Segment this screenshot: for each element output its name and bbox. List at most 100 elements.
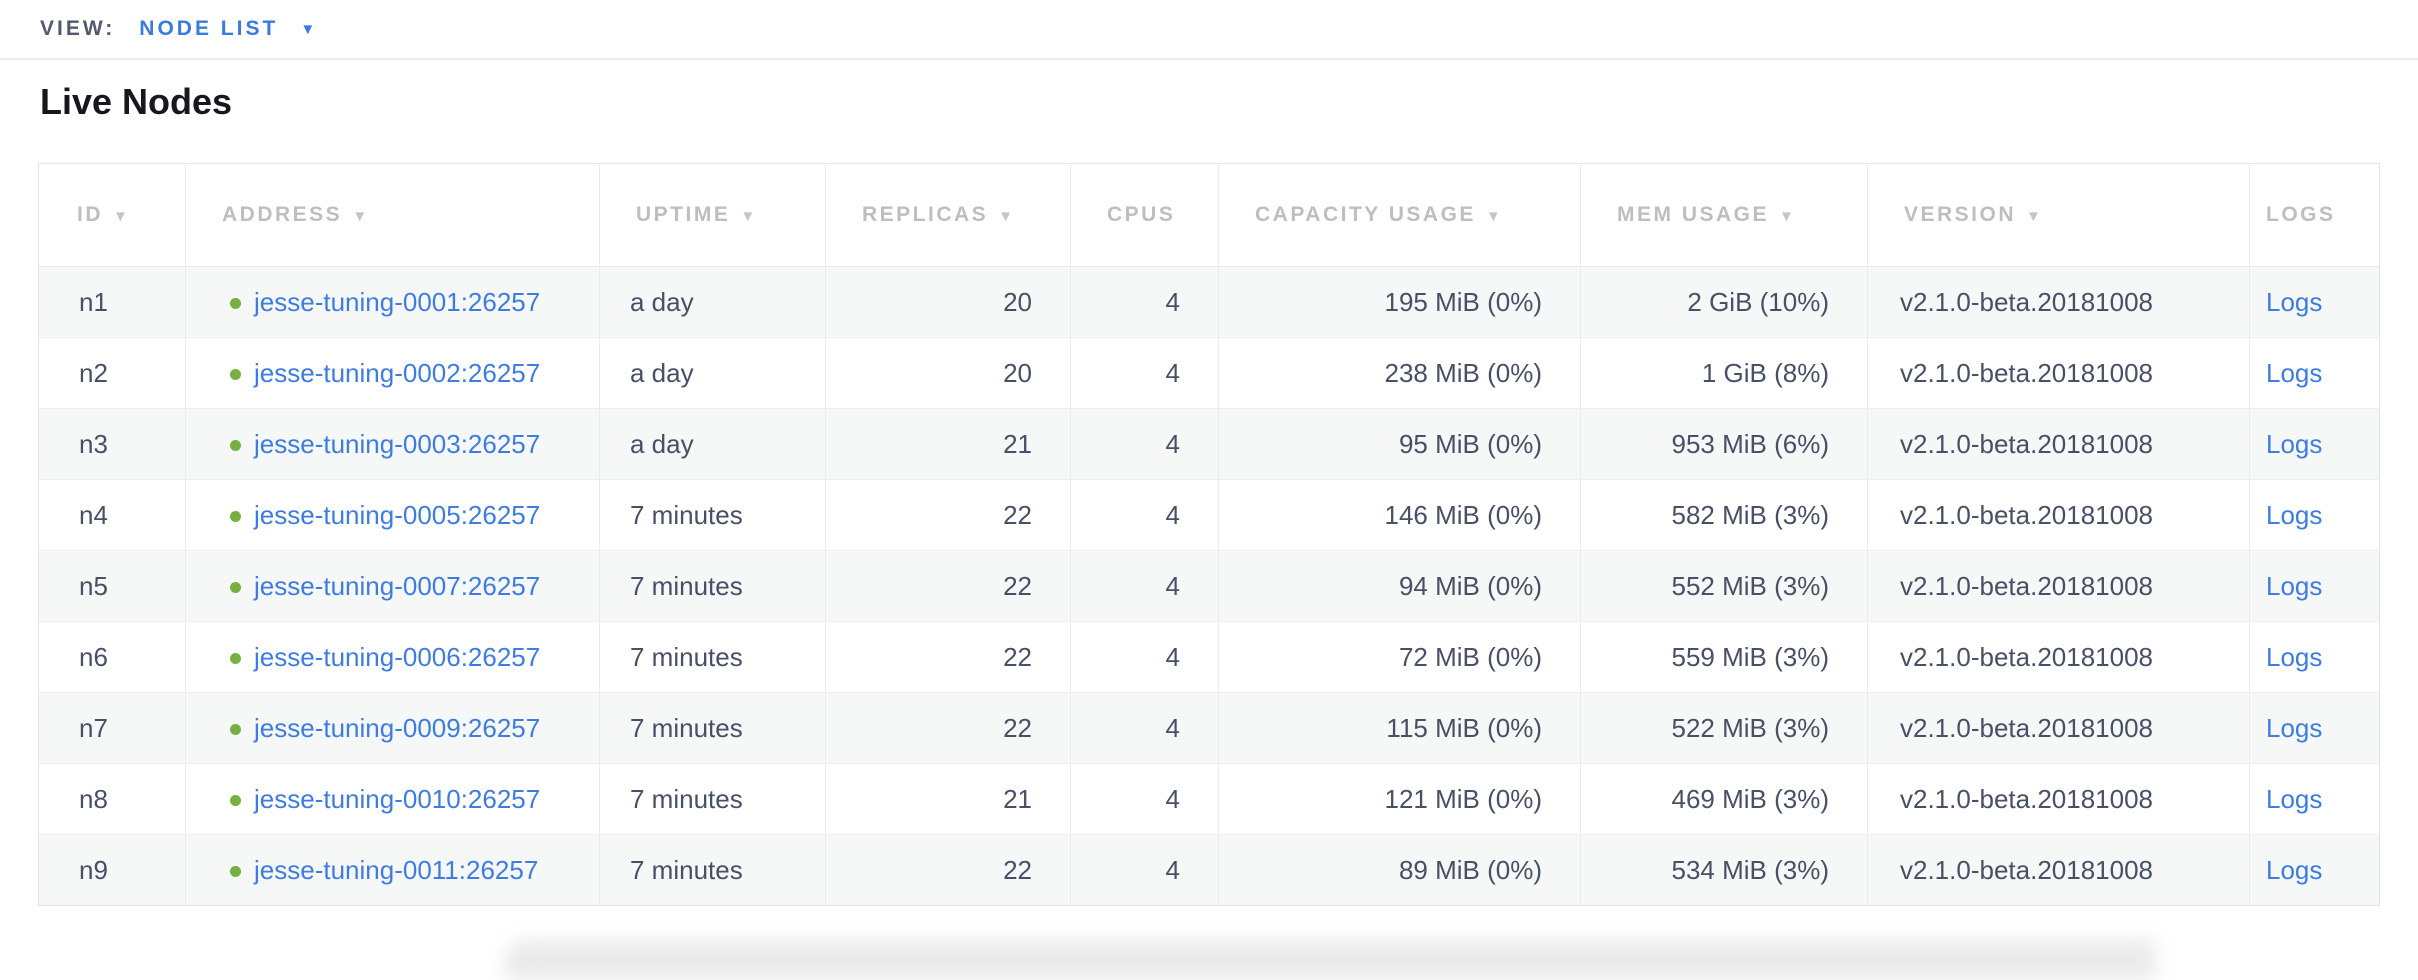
logs-link[interactable]: Logs [2266, 570, 2323, 601]
version-cell: v2.1.0-beta.20181008 [1867, 621, 2250, 693]
uptime-cell: a day [599, 266, 826, 338]
column-header-capacity[interactable]: CAPACITY USAGE ▼ [1218, 163, 1581, 267]
sort-desc-icon: ▼ [113, 208, 128, 225]
version-cell: v2.1.0-beta.20181008 [1867, 408, 2250, 480]
uptime-cell: 7 minutes [599, 550, 826, 622]
logs-link[interactable]: Logs [2266, 854, 2323, 885]
table-row: n8 jesse-tuning-0010:26257 7 minutes 21 4 121… [38, 763, 2380, 835]
logs-cell: Logs [2249, 337, 2380, 409]
logs-link[interactable]: Logs [2266, 357, 2323, 388]
replicas-cell: 22 [825, 550, 1071, 622]
node-address-link[interactable]: jesse-tuning-0002:26257 [254, 357, 541, 388]
replicas-cell: 21 [825, 763, 1071, 835]
live-status-dot [230, 297, 241, 309]
uptime-cell: a day [599, 408, 826, 480]
logs-cell: Logs [2249, 834, 2380, 906]
version-cell: v2.1.0-beta.20181008 [1867, 692, 2250, 764]
table-row: n9 jesse-tuning-0011:26257 7 minutes 22 4 89 … [38, 834, 2380, 906]
logs-link[interactable]: Logs [2266, 286, 2323, 317]
column-header-label: ADDRESS [222, 203, 343, 226]
column-header-label: ID [77, 203, 103, 226]
live-status-dot [230, 581, 241, 593]
column-header-label: CPUS [1107, 203, 1176, 226]
node-address-link[interactable]: jesse-tuning-0007:26257 [254, 570, 541, 601]
node-address-link[interactable]: jesse-tuning-0001:26257 [254, 286, 541, 317]
column-header-label: UPTIME [636, 203, 731, 226]
id-cell: n5 [38, 550, 186, 622]
column-header-label: VERSION [1904, 203, 2017, 226]
address-cell: jesse-tuning-0005:26257 [185, 479, 600, 551]
node-address-link[interactable]: jesse-tuning-0009:26257 [254, 712, 541, 743]
live-status-dot [230, 865, 241, 877]
uptime-cell: 7 minutes [599, 479, 826, 551]
cpus-cell: 4 [1070, 834, 1219, 906]
node-address-link[interactable]: jesse-tuning-0010:26257 [254, 783, 541, 814]
node-address-link[interactable]: jesse-tuning-0003:26257 [254, 428, 541, 459]
mem-cell: 1 GiB (8%) [1580, 337, 1868, 409]
column-header-mem[interactable]: MEM USAGE ▼ [1580, 163, 1868, 267]
cpus-cell: 4 [1070, 692, 1219, 764]
logs-link[interactable]: Logs [2266, 641, 2323, 672]
sort-desc-icon: ▼ [2026, 208, 2041, 225]
column-header-label: CAPACITY USAGE [1255, 203, 1476, 226]
logs-link[interactable]: Logs [2266, 712, 2323, 743]
logs-link[interactable]: Logs [2266, 499, 2323, 530]
table-header-row: ID ▼ ADDRESS ▼ UPTIME ▼ REPLICAS ▼ CPUS CAPACITY … [38, 163, 2380, 267]
column-header-version[interactable]: VERSION ▼ [1867, 163, 2250, 267]
page-title: Live Nodes [40, 81, 233, 122]
mem-cell: 559 MiB (3%) [1580, 621, 1868, 693]
node-address-link[interactable]: jesse-tuning-0005:26257 [254, 499, 541, 530]
replicas-cell: 22 [825, 479, 1071, 551]
view-selector-dropdown[interactable]: NODE LIST ▼ [139, 17, 315, 41]
address-cell: jesse-tuning-0009:26257 [185, 692, 600, 764]
id-cell: n2 [38, 337, 186, 409]
view-bar: VIEW: NODE LIST ▼ [0, 0, 2418, 60]
column-header-replicas[interactable]: REPLICAS ▼ [825, 163, 1071, 267]
chevron-down-icon: ▼ [300, 20, 316, 38]
table-row: n6 jesse-tuning-0006:26257 7 minutes 22 4 72 … [38, 621, 2380, 693]
table-row: n3 jesse-tuning-0003:26257 a day 21 4 95 MiB … [38, 408, 2380, 480]
live-status-dot [230, 652, 241, 664]
address-cell: jesse-tuning-0001:26257 [185, 266, 600, 338]
cpus-cell: 4 [1070, 408, 1219, 480]
mem-cell: 2 GiB (10%) [1580, 266, 1868, 338]
capacity-cell: 115 MiB (0%) [1218, 692, 1581, 764]
address-cell: jesse-tuning-0011:26257 [185, 834, 600, 906]
sort-desc-icon: ▼ [352, 208, 368, 225]
view-selected-value: NODE LIST [139, 17, 279, 40]
live-nodes-table: ID ▼ ADDRESS ▼ UPTIME ▼ REPLICAS ▼ CPUS CAPACITY … [38, 163, 2380, 906]
node-address-link[interactable]: jesse-tuning-0006:26257 [254, 641, 541, 672]
column-header-uptime[interactable]: UPTIME ▼ [599, 163, 826, 267]
address-cell: jesse-tuning-0007:26257 [185, 550, 600, 622]
logs-cell: Logs [2249, 479, 2380, 551]
logs-cell: Logs [2249, 621, 2380, 693]
replicas-cell: 21 [825, 408, 1071, 480]
replicas-cell: 22 [825, 621, 1071, 693]
logs-cell: Logs [2249, 692, 2380, 764]
cpus-cell: 4 [1070, 763, 1219, 835]
id-cell: n7 [38, 692, 186, 764]
version-cell: v2.1.0-beta.20181008 [1867, 550, 2250, 622]
sort-desc-icon: ▼ [1779, 208, 1794, 225]
column-header-label: REPLICAS [862, 203, 989, 226]
id-cell: n6 [38, 621, 186, 693]
column-header-address[interactable]: ADDRESS ▼ [185, 163, 600, 267]
logs-cell: Logs [2249, 763, 2380, 835]
bottom-panel-shadow [505, 940, 2155, 980]
capacity-cell: 238 MiB (0%) [1218, 337, 1581, 409]
table-row: n1 jesse-tuning-0001:26257 a day 20 4 195 MiB… [38, 266, 2380, 338]
mem-cell: 552 MiB (3%) [1580, 550, 1868, 622]
version-cell: v2.1.0-beta.20181008 [1867, 834, 2250, 906]
column-header-id[interactable]: ID ▼ [38, 163, 186, 267]
cpus-cell: 4 [1070, 479, 1219, 551]
node-address-link[interactable]: jesse-tuning-0011:26257 [254, 854, 539, 885]
replicas-cell: 20 [825, 337, 1071, 409]
mem-cell: 522 MiB (3%) [1580, 692, 1868, 764]
column-header-label: LOGS [2266, 203, 2336, 226]
version-cell: v2.1.0-beta.20181008 [1867, 479, 2250, 551]
table-row: n4 jesse-tuning-0005:26257 7 minutes 22 4 146… [38, 479, 2380, 551]
logs-link[interactable]: Logs [2266, 428, 2323, 459]
logs-link[interactable]: Logs [2266, 783, 2323, 814]
sort-desc-icon: ▼ [1485, 208, 1501, 225]
